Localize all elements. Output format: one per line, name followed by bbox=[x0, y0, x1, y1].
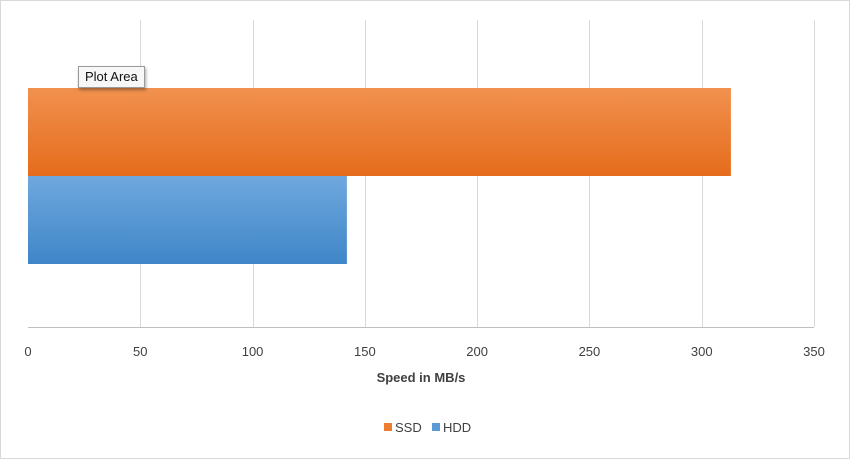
legend-swatch-ssd bbox=[384, 423, 392, 431]
plot-area-tooltip: Plot Area bbox=[78, 66, 145, 88]
x-axis-title: Speed in MB/s bbox=[377, 370, 466, 385]
x-tick-label: 150 bbox=[354, 344, 376, 359]
x-tick-label: 200 bbox=[466, 344, 488, 359]
legend: SSD HDD bbox=[384, 420, 471, 435]
bar-hdd[interactable] bbox=[28, 176, 347, 264]
x-tick-label: 0 bbox=[24, 344, 31, 359]
x-tick-labels: 0 50 100 150 200 250 300 350 bbox=[24, 344, 824, 359]
legend-label-hdd: HDD bbox=[443, 420, 471, 435]
x-tick-label: 100 bbox=[242, 344, 264, 359]
legend-swatch-hdd bbox=[432, 423, 440, 431]
x-tick-label: 300 bbox=[691, 344, 713, 359]
bars bbox=[28, 88, 731, 264]
x-tick-label: 50 bbox=[133, 344, 147, 359]
bar-ssd[interactable] bbox=[28, 88, 731, 176]
legend-label-ssd: SSD bbox=[395, 420, 422, 435]
x-tick-label: 250 bbox=[579, 344, 601, 359]
x-tick-label: 350 bbox=[803, 344, 825, 359]
